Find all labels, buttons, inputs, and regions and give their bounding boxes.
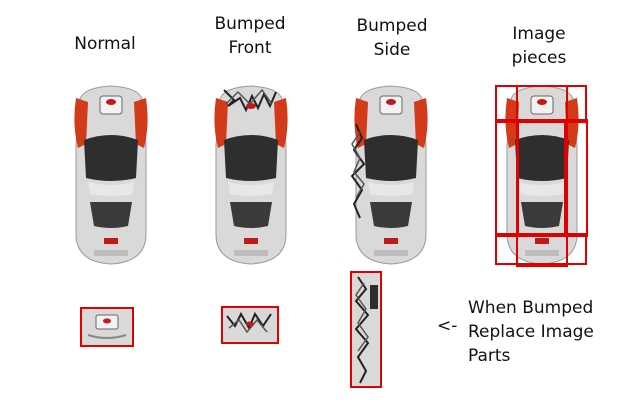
label-image-pieces-line2: pieces xyxy=(511,48,567,68)
piece-bumped-front xyxy=(221,306,279,344)
note-line2: Replace Image xyxy=(468,322,594,342)
arrow-left: <- xyxy=(437,316,458,336)
piece-bumped-side xyxy=(350,271,382,388)
label-image-pieces: Image pieces xyxy=(484,22,594,70)
car-normal xyxy=(74,85,148,265)
car-image-pieces xyxy=(495,85,588,267)
label-bumped-side-line1: Bumped xyxy=(356,16,428,36)
note-line1: When Bumped xyxy=(468,298,594,318)
car-bumped-side xyxy=(350,85,428,265)
label-image-pieces-line1: Image xyxy=(512,24,566,44)
label-bumped-front-line1: Bumped xyxy=(214,14,286,34)
piece-normal-front xyxy=(80,307,134,347)
label-bumped-front-line2: Front xyxy=(228,38,272,58)
label-bumped-front: Bumped Front xyxy=(195,12,305,60)
car-bumped-front xyxy=(214,85,288,265)
note-line3: Parts xyxy=(468,346,511,366)
label-normal-line1: Normal xyxy=(74,34,136,54)
label-normal: Normal xyxy=(50,32,160,56)
label-bumped-side-line2: Side xyxy=(373,40,411,60)
note-text: When Bumped Replace Image Parts xyxy=(468,296,594,368)
label-bumped-side: Bumped Side xyxy=(337,14,447,62)
